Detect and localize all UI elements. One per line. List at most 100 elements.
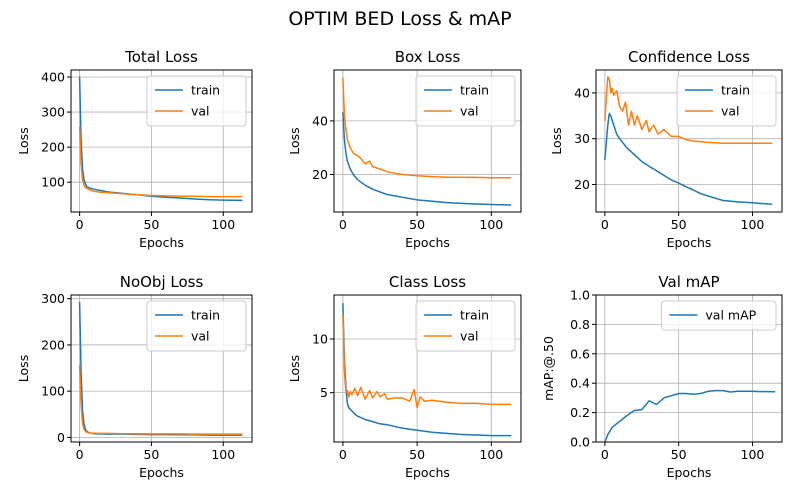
- x-tick-label: 100: [211, 217, 235, 232]
- x-tick-label: 0: [601, 447, 609, 462]
- x-tick-label: 50: [409, 217, 425, 232]
- figure-title: OPTIM BED Loss & mAP: [288, 8, 511, 30]
- subplot-title: Val mAP: [658, 273, 719, 291]
- x-tick-label: 100: [211, 447, 235, 462]
- x-axis-label: Epochs: [405, 235, 450, 250]
- legend-box: [146, 300, 247, 352]
- x-tick-label: 50: [671, 217, 687, 232]
- legend: train val: [146, 300, 247, 352]
- y-tick-label: 10: [312, 331, 328, 346]
- axes-frame: [70, 294, 253, 443]
- axes-frame: [595, 69, 783, 213]
- subplot-title: Total Loss: [124, 48, 198, 66]
- legend-box: [415, 75, 516, 127]
- x-axis-label: Epochs: [139, 235, 184, 250]
- legend: train val: [415, 75, 516, 127]
- subplot-4: 0 50 100 0 100 200 300 NoObj Loss Epochs Loss trai…: [16, 273, 253, 480]
- subplot-title: NoObj Loss: [120, 273, 204, 291]
- y-tick-label: 0: [57, 430, 65, 445]
- axes-frame: [70, 69, 253, 213]
- series-line-val-mAP: [604, 389, 776, 443]
- y-axis-label: mAP:@.50: [541, 336, 556, 401]
- x-axis-label: Epochs: [139, 465, 184, 480]
- legend-box: [415, 300, 516, 352]
- x-axis-label: Epochs: [667, 465, 712, 480]
- y-tick-label: 20: [312, 167, 328, 182]
- axes-frame: [333, 69, 522, 213]
- y-axis-label: Loss: [549, 127, 564, 154]
- y-tick-label: 40: [574, 85, 590, 100]
- series-line-val: [342, 77, 512, 179]
- series-line-val: [78, 126, 243, 198]
- y-tick-label: 400: [41, 70, 65, 85]
- y-tick-label: 5: [320, 385, 328, 400]
- legend-label: val: [460, 329, 479, 344]
- x-tick-label: 100: [741, 447, 765, 462]
- y-tick-label: 300: [41, 105, 65, 120]
- legend-label: train: [460, 83, 489, 98]
- subplot-1: 0 50 100 100 200 300 400 Total Loss Epochs Loss tr…: [16, 48, 253, 250]
- x-tick-label: 100: [741, 217, 765, 232]
- series-line-val: [78, 364, 243, 435]
- legend: train val: [415, 300, 516, 352]
- y-tick-label: 100: [41, 384, 65, 399]
- x-tick-label: 0: [76, 447, 84, 462]
- y-tick-label: 30: [574, 131, 590, 146]
- x-tick-label: 50: [671, 447, 687, 462]
- x-tick-label: 0: [76, 217, 84, 232]
- y-tick-label: 0.2: [570, 405, 590, 420]
- series-line-train: [342, 302, 512, 437]
- subplot-2: 0 50 100 20 40 Box Loss Epochs Loss train val: [287, 48, 522, 250]
- y-axis-label: Loss: [287, 355, 302, 382]
- y-tick-label: 20: [574, 177, 590, 192]
- x-axis-label: Epochs: [667, 235, 712, 250]
- y-tick-label: 40: [312, 113, 328, 128]
- legend-label: train: [191, 308, 220, 323]
- legend-label: train: [460, 308, 489, 323]
- y-tick-label: 300: [41, 291, 65, 306]
- legend-label: val: [191, 329, 210, 344]
- y-tick-label: 0.8: [570, 317, 590, 332]
- legend-label: val: [460, 104, 479, 119]
- y-axis-label: Loss: [16, 355, 31, 382]
- series-line-val: [342, 314, 512, 409]
- legend-label: train: [191, 83, 220, 98]
- axes-frame: [333, 294, 522, 443]
- y-tick-label: 0.6: [570, 346, 590, 361]
- x-tick-label: 50: [143, 447, 159, 462]
- legend-label: val mAP: [705, 308, 756, 323]
- series-line-val: [604, 76, 773, 145]
- legend-box: [146, 75, 247, 127]
- legend: train val: [676, 75, 777, 127]
- subplot-6: 0 50 100 0.0 0.2 0.4 0.6 0.8 1.0 Val mAP Epochs mAP…: [541, 273, 783, 480]
- y-tick-label: 1.0: [570, 288, 590, 303]
- x-tick-label: 100: [479, 217, 503, 232]
- series-line-train: [604, 112, 773, 205]
- legend-label: val: [191, 104, 210, 119]
- y-tick-label: 100: [41, 175, 65, 190]
- y-axis-label: Loss: [287, 127, 302, 154]
- x-tick-label: 100: [479, 447, 503, 462]
- axes-frame: [595, 294, 783, 443]
- subplot-3: 0 50 100 20 30 40 Confidence Loss Epochs Loss tra…: [549, 48, 783, 250]
- y-axis-label: Loss: [16, 127, 31, 154]
- legend-box: [660, 300, 777, 331]
- legend-label: val: [721, 104, 740, 119]
- x-tick-label: 0: [601, 217, 609, 232]
- subplot-title: Confidence Loss: [628, 48, 750, 66]
- subplot-title: Box Loss: [395, 48, 461, 66]
- series-line-train: [342, 112, 512, 206]
- legend-label: train: [721, 83, 750, 98]
- subplot-5: 0 50 100 5 10 Class Loss Epochs Loss train val: [287, 273, 522, 480]
- x-tick-label: 50: [143, 217, 159, 232]
- subplot-title: Class Loss: [389, 273, 466, 291]
- x-tick-label: 0: [339, 217, 347, 232]
- legend-box: [676, 75, 777, 127]
- y-tick-label: 0.0: [570, 435, 590, 450]
- x-axis-label: Epochs: [405, 465, 450, 480]
- legend: val mAP: [660, 300, 777, 331]
- x-tick-label: 50: [409, 447, 425, 462]
- y-tick-label: 200: [41, 140, 65, 155]
